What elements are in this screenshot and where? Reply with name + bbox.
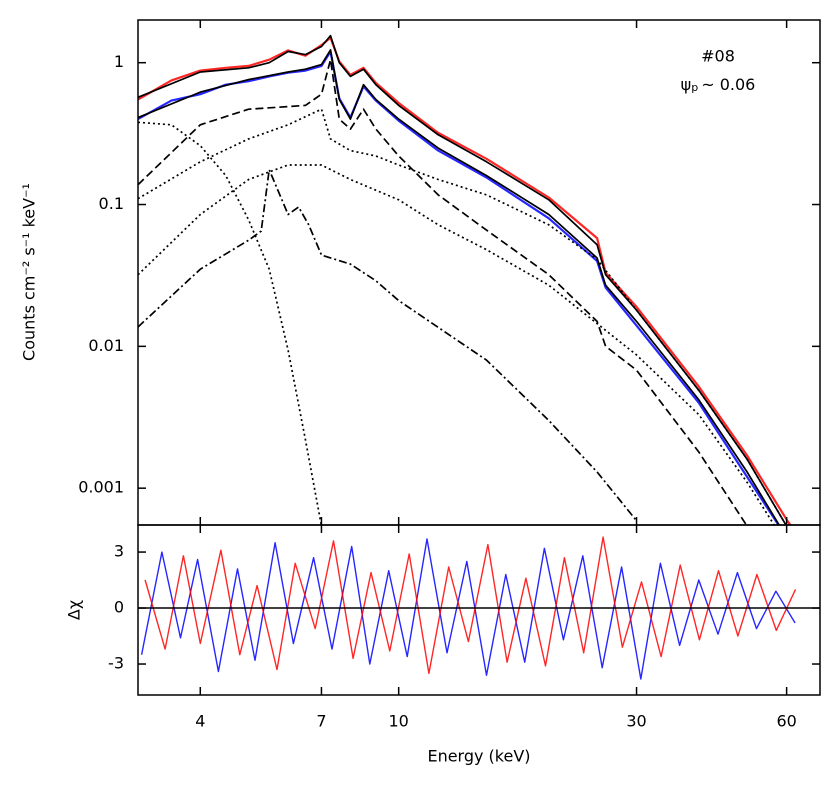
y-tick-label: 0 [114,598,124,617]
model-line [138,34,787,525]
y-tick-label: -3 [108,654,124,673]
y-tick-label: 3 [114,542,124,561]
annotation-symbol: ψ [681,75,692,94]
data-line [138,36,792,525]
axes-frame [137,19,821,526]
residual-line [140,538,796,680]
model-line [138,121,323,525]
annotation-subscript: p [691,81,698,94]
x-tick-label: 7 [316,712,326,731]
y-tick-label: 0.1 [99,194,124,213]
axes-frame [137,524,821,696]
annotation-text: ~ 0.06 [701,75,755,94]
x-axis-label: Energy (keV) [427,747,530,766]
data-line [138,50,780,525]
x-tick-label: 60 [776,712,796,731]
x-tick-label: 30 [626,712,646,731]
residual-line [144,536,797,675]
y-axis-label: Δχ [65,600,84,620]
plot-area [138,34,792,525]
y-tick-label: 1 [114,52,124,71]
y-tick-label: 0.01 [88,336,124,355]
model-line [138,168,638,522]
model-line [138,108,787,525]
y-tick-label: 0.001 [78,478,124,497]
model-line [138,49,781,525]
annotation: ψp ~ 0.06 [681,75,756,95]
model-line [138,164,776,525]
annotation: #08 [701,47,735,66]
model-line [138,58,748,525]
x-tick-label: 10 [388,712,408,731]
y-axis-label: Counts cm⁻² s⁻¹ keV⁻¹ [20,183,39,361]
x-tick-label: 4 [195,712,205,731]
